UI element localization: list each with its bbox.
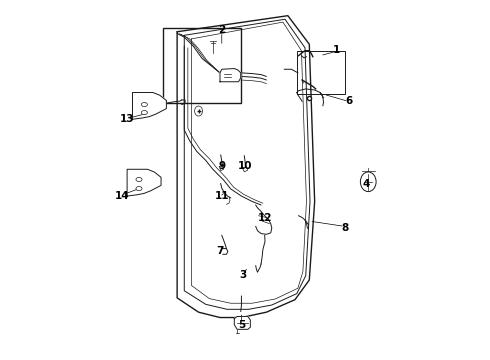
Text: 7: 7	[216, 247, 223, 256]
Polygon shape	[132, 93, 167, 119]
Polygon shape	[220, 68, 241, 82]
Text: 9: 9	[218, 161, 225, 171]
Ellipse shape	[360, 172, 376, 192]
Ellipse shape	[141, 103, 147, 107]
Text: 8: 8	[342, 223, 349, 233]
Text: 4: 4	[363, 179, 370, 189]
Ellipse shape	[141, 111, 147, 114]
Polygon shape	[256, 205, 272, 234]
Polygon shape	[127, 169, 161, 196]
Ellipse shape	[136, 186, 142, 190]
Text: 6: 6	[345, 96, 352, 107]
Ellipse shape	[195, 106, 202, 116]
Text: 10: 10	[238, 161, 252, 171]
Ellipse shape	[136, 177, 142, 181]
Text: 11: 11	[215, 191, 229, 201]
Bar	[163, 28, 242, 103]
Text: 1: 1	[333, 45, 340, 55]
Bar	[297, 51, 345, 94]
Text: 14: 14	[115, 191, 129, 201]
Polygon shape	[234, 316, 250, 329]
Text: 12: 12	[257, 212, 272, 222]
Text: 2: 2	[218, 25, 225, 35]
Text: 5: 5	[238, 320, 245, 330]
Text: 13: 13	[120, 114, 134, 124]
Text: 3: 3	[240, 270, 247, 280]
